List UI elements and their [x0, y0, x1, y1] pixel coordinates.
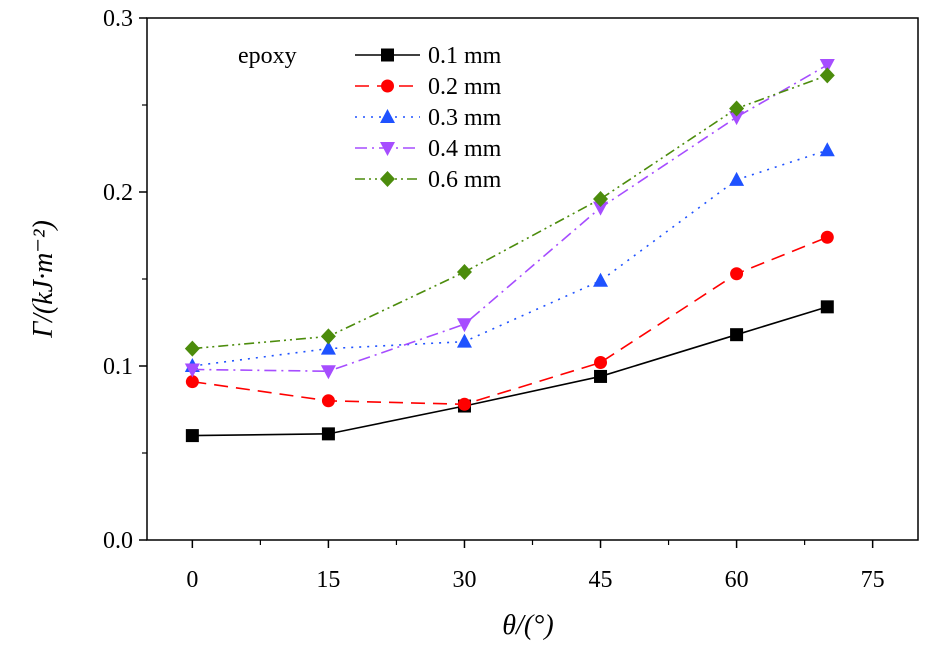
data-point [320, 365, 336, 380]
data-point [819, 58, 835, 73]
series-line [192, 64, 828, 373]
x-tick-label: 75 [861, 567, 885, 593]
y-tick-label: 0.2 [103, 180, 133, 206]
data-point [593, 190, 609, 207]
series-0-4-mm [184, 58, 835, 380]
series-0-2-mm [185, 230, 834, 411]
data-point [593, 201, 609, 216]
legend-label: 0.4 mm [428, 136, 502, 162]
data-point [593, 272, 609, 287]
legend-item: 0.3 mm [355, 105, 502, 131]
legend-marker [380, 109, 395, 123]
data-point [185, 429, 199, 443]
legend-label: 0.2 mm [428, 74, 502, 100]
x-tick-label: 15 [316, 567, 340, 593]
y-tick-label: 0.1 [103, 354, 133, 380]
series-line [192, 236, 828, 406]
legend-label: 0.6 mm [428, 167, 502, 193]
x-tick-label: 0 [186, 567, 198, 593]
data-point [321, 427, 335, 441]
legend-item: 0.2 mm [355, 74, 502, 100]
data-point [594, 356, 608, 370]
legend-marker [380, 171, 395, 187]
y-axis-title: Γ/(kJ·m⁻²) [28, 220, 59, 339]
series-line [192, 306, 828, 437]
plot-frame [146, 17, 919, 541]
data-point [457, 397, 471, 411]
axes: 0 15 30 45 60 75 0.0 0.1 0.2 0.3 [103, 6, 919, 593]
series-0-6-mm [184, 67, 835, 357]
legend-item: 0.4 mm [355, 136, 502, 162]
data-point [320, 340, 336, 355]
x-tick-label: 45 [589, 567, 613, 593]
y-tick-label: 0.3 [103, 6, 133, 32]
legend-marker [381, 48, 394, 62]
series-line [192, 74, 828, 350]
x-axis-title: θ/(°) [502, 610, 553, 641]
data-point [729, 171, 745, 186]
legend-marker [380, 142, 395, 156]
legend: 0.1 mm 0.2 mm 0.3 mm 0.4 mm 0.6 mm [355, 43, 502, 193]
x-tick-label: 60 [725, 567, 749, 593]
legend-marker [381, 79, 394, 93]
legend-label: 0.3 mm [428, 105, 502, 131]
legend-item: 0.6 mm [355, 167, 502, 193]
data-point [820, 230, 834, 244]
data-point [456, 318, 472, 333]
epoxy-annotation: epoxy [238, 43, 297, 69]
data-point [185, 375, 199, 389]
data-point [321, 394, 335, 408]
data-point [729, 111, 745, 126]
x-tick-label: 30 [452, 567, 476, 593]
data-point [730, 328, 744, 342]
data-point [819, 142, 835, 157]
y-tick-label: 0.0 [103, 528, 133, 554]
data-point [456, 264, 472, 281]
data-point [729, 100, 745, 117]
data-point [184, 340, 200, 357]
data-point [320, 328, 336, 345]
data-point [820, 300, 834, 314]
legend-item: 0.1 mm [355, 43, 502, 69]
data-point [594, 369, 608, 383]
legend-label: 0.1 mm [428, 43, 502, 69]
data-point [456, 333, 472, 348]
data-point [730, 267, 744, 281]
data-point [819, 67, 835, 84]
data-point [184, 363, 200, 378]
series-layer [184, 58, 835, 443]
